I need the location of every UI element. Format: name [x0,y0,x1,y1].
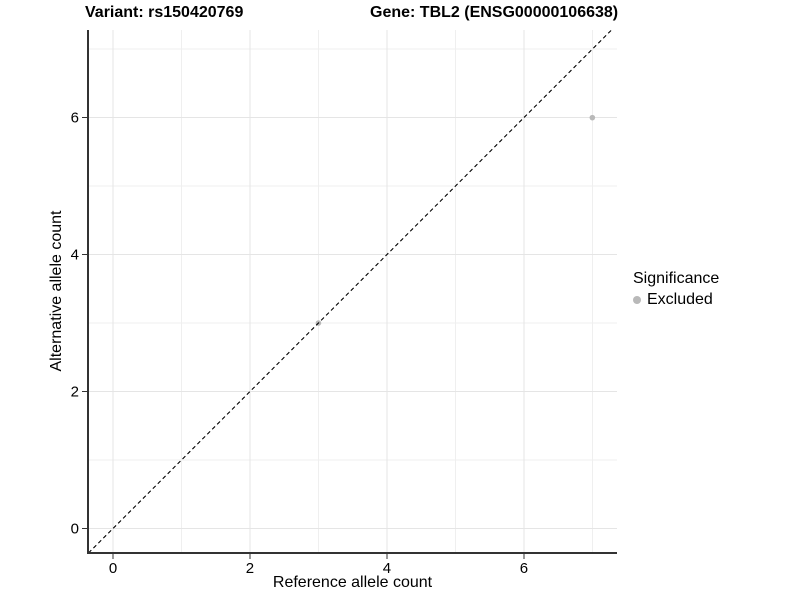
x-tick-label: 4 [383,560,391,577]
x-tick-label: 0 [109,560,117,577]
legend-title: Significance [633,270,720,287]
identity-dashed-line [88,29,612,554]
y-tick-label: 4 [71,247,79,264]
excluded-point-icon [633,296,641,304]
data-point [589,114,596,121]
plot-title-variant: Variant: rs150420769 [85,4,244,21]
x-tick-label: 2 [246,560,254,577]
legend-item-label: Excluded [647,291,713,308]
plot-title-gene: Gene: TBL2 (ENSG00000106638) [370,4,619,21]
y-tick-label: 6 [71,110,79,127]
y-tick-label: 0 [71,520,79,537]
legend: Significance Excluded [633,270,719,309]
x-axis-label: Reference allele count [272,574,433,591]
legend-item-excluded: Excluded [633,291,719,309]
y-tick-label: 2 [71,384,79,401]
x-tick-label: 6 [520,560,528,577]
y-axis-label: Alternative allele count [48,210,65,372]
